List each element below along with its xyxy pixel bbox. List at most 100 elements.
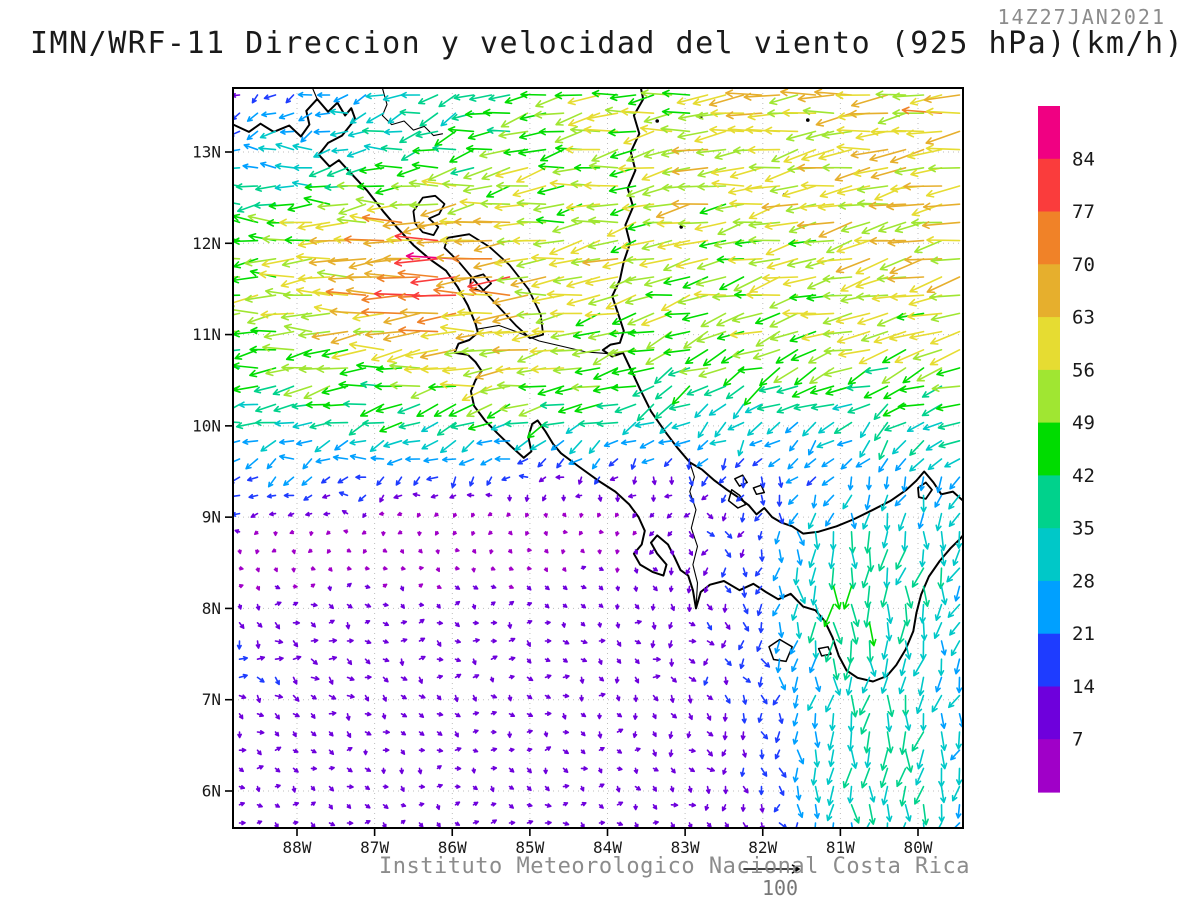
wind-arrow (816, 440, 835, 449)
wind-arrow (623, 276, 655, 285)
colorbar-segment (1038, 528, 1060, 582)
wind-arrow (862, 512, 871, 530)
colorbar-segment (1038, 158, 1060, 213)
wind-arrow (511, 330, 547, 343)
wind-arrow (421, 178, 457, 187)
wind-arrow (405, 349, 439, 359)
wind-arrow (467, 130, 493, 141)
wind-arrow (234, 92, 241, 98)
wind-arrow (292, 640, 299, 648)
wind-arrow (727, 256, 763, 264)
wind-arrow (791, 385, 817, 398)
wind-arrow (796, 585, 806, 604)
wind-arrow (890, 292, 925, 301)
wind-arrow (310, 602, 318, 608)
wind-arrow (346, 767, 353, 773)
wind-arrow (454, 600, 461, 606)
colorbar-segment (1038, 369, 1060, 424)
wind-arrow (349, 112, 367, 124)
wind-arrow (526, 820, 534, 825)
wind-arrow (706, 512, 714, 520)
wind-arrow (718, 476, 727, 484)
wind-arrow (480, 458, 493, 466)
wind-arrow (929, 349, 961, 366)
wind-arrow (772, 567, 781, 582)
wind-arrow (737, 440, 745, 457)
wind-arrow (842, 494, 853, 510)
wind-arrow (623, 130, 655, 145)
wind-arrow (234, 112, 241, 120)
wind-arrow (633, 549, 639, 555)
wind-arrow (518, 148, 547, 157)
wind-arrow (345, 622, 351, 630)
wind-arrow (911, 567, 925, 588)
wind-arrow (482, 108, 511, 117)
wind-arrow (752, 349, 781, 361)
wind-arrow (909, 330, 943, 341)
wind-arrow (703, 676, 709, 686)
wind-arrow (596, 420, 619, 427)
colorbar-segment (1038, 475, 1060, 529)
wind-arrow (454, 766, 462, 771)
wind-arrow (281, 363, 313, 372)
wind-arrow (283, 323, 313, 333)
wind-arrow (661, 294, 691, 312)
wind-arrow (881, 785, 889, 806)
wind-arrow (376, 476, 385, 486)
wind-arrow (856, 185, 889, 194)
wind-arrow (922, 822, 925, 827)
wind-arrow (381, 713, 387, 720)
wind-arrow (508, 820, 516, 826)
wind-arrow (496, 181, 529, 190)
wind-arrow (499, 403, 529, 413)
wind-arrow (706, 603, 713, 611)
island-outline (817, 646, 832, 657)
wind-arrow (592, 349, 619, 366)
wind-arrow (773, 804, 781, 813)
wind-arrow (688, 748, 696, 753)
wind-arrow (688, 658, 696, 664)
wind-arrow (639, 124, 673, 133)
wind-arrow (314, 111, 331, 118)
wind-arrow (809, 385, 835, 395)
wind-arrow (400, 566, 406, 571)
wind-arrow (652, 656, 661, 662)
wind-arrow (627, 367, 655, 376)
wind-arrow (652, 820, 659, 825)
wind-arrow (791, 603, 799, 621)
wind-arrow (952, 549, 961, 566)
wind-arrow (237, 603, 243, 610)
wind-arrow (573, 164, 601, 172)
wind-arrow (861, 567, 871, 589)
wind-arrow (701, 549, 709, 556)
wind-arrow (580, 712, 587, 718)
wind-arrow (555, 474, 565, 480)
wind-arrow (860, 713, 871, 735)
wind-arrow (572, 330, 601, 340)
wind-arrow (729, 330, 763, 339)
wind-arrow (428, 383, 457, 391)
wind-arrow (822, 291, 853, 300)
wind-arrow (383, 440, 403, 448)
wind-arrow (859, 421, 871, 439)
wind-arrow (715, 203, 745, 213)
lon-tick-label: 80W (904, 838, 933, 857)
wind-arrow (845, 676, 853, 696)
wind-arrow (616, 821, 624, 826)
wind-arrow (400, 694, 407, 700)
wind-arrow (436, 620, 444, 626)
wind-arrow (562, 512, 567, 518)
wind-arrow (725, 89, 763, 98)
wind-arrow (889, 330, 925, 342)
wind-arrow (383, 128, 403, 136)
wind-arrow (310, 566, 316, 571)
wind-arrow (669, 476, 675, 485)
wind-arrow (721, 640, 727, 649)
wind-arrow (508, 637, 516, 643)
lat-tick-label: 10N (192, 416, 221, 435)
wind-arrow (914, 239, 943, 254)
wind-arrow (526, 785, 532, 792)
wind-arrow (399, 549, 405, 554)
wind-arrow (701, 476, 709, 487)
